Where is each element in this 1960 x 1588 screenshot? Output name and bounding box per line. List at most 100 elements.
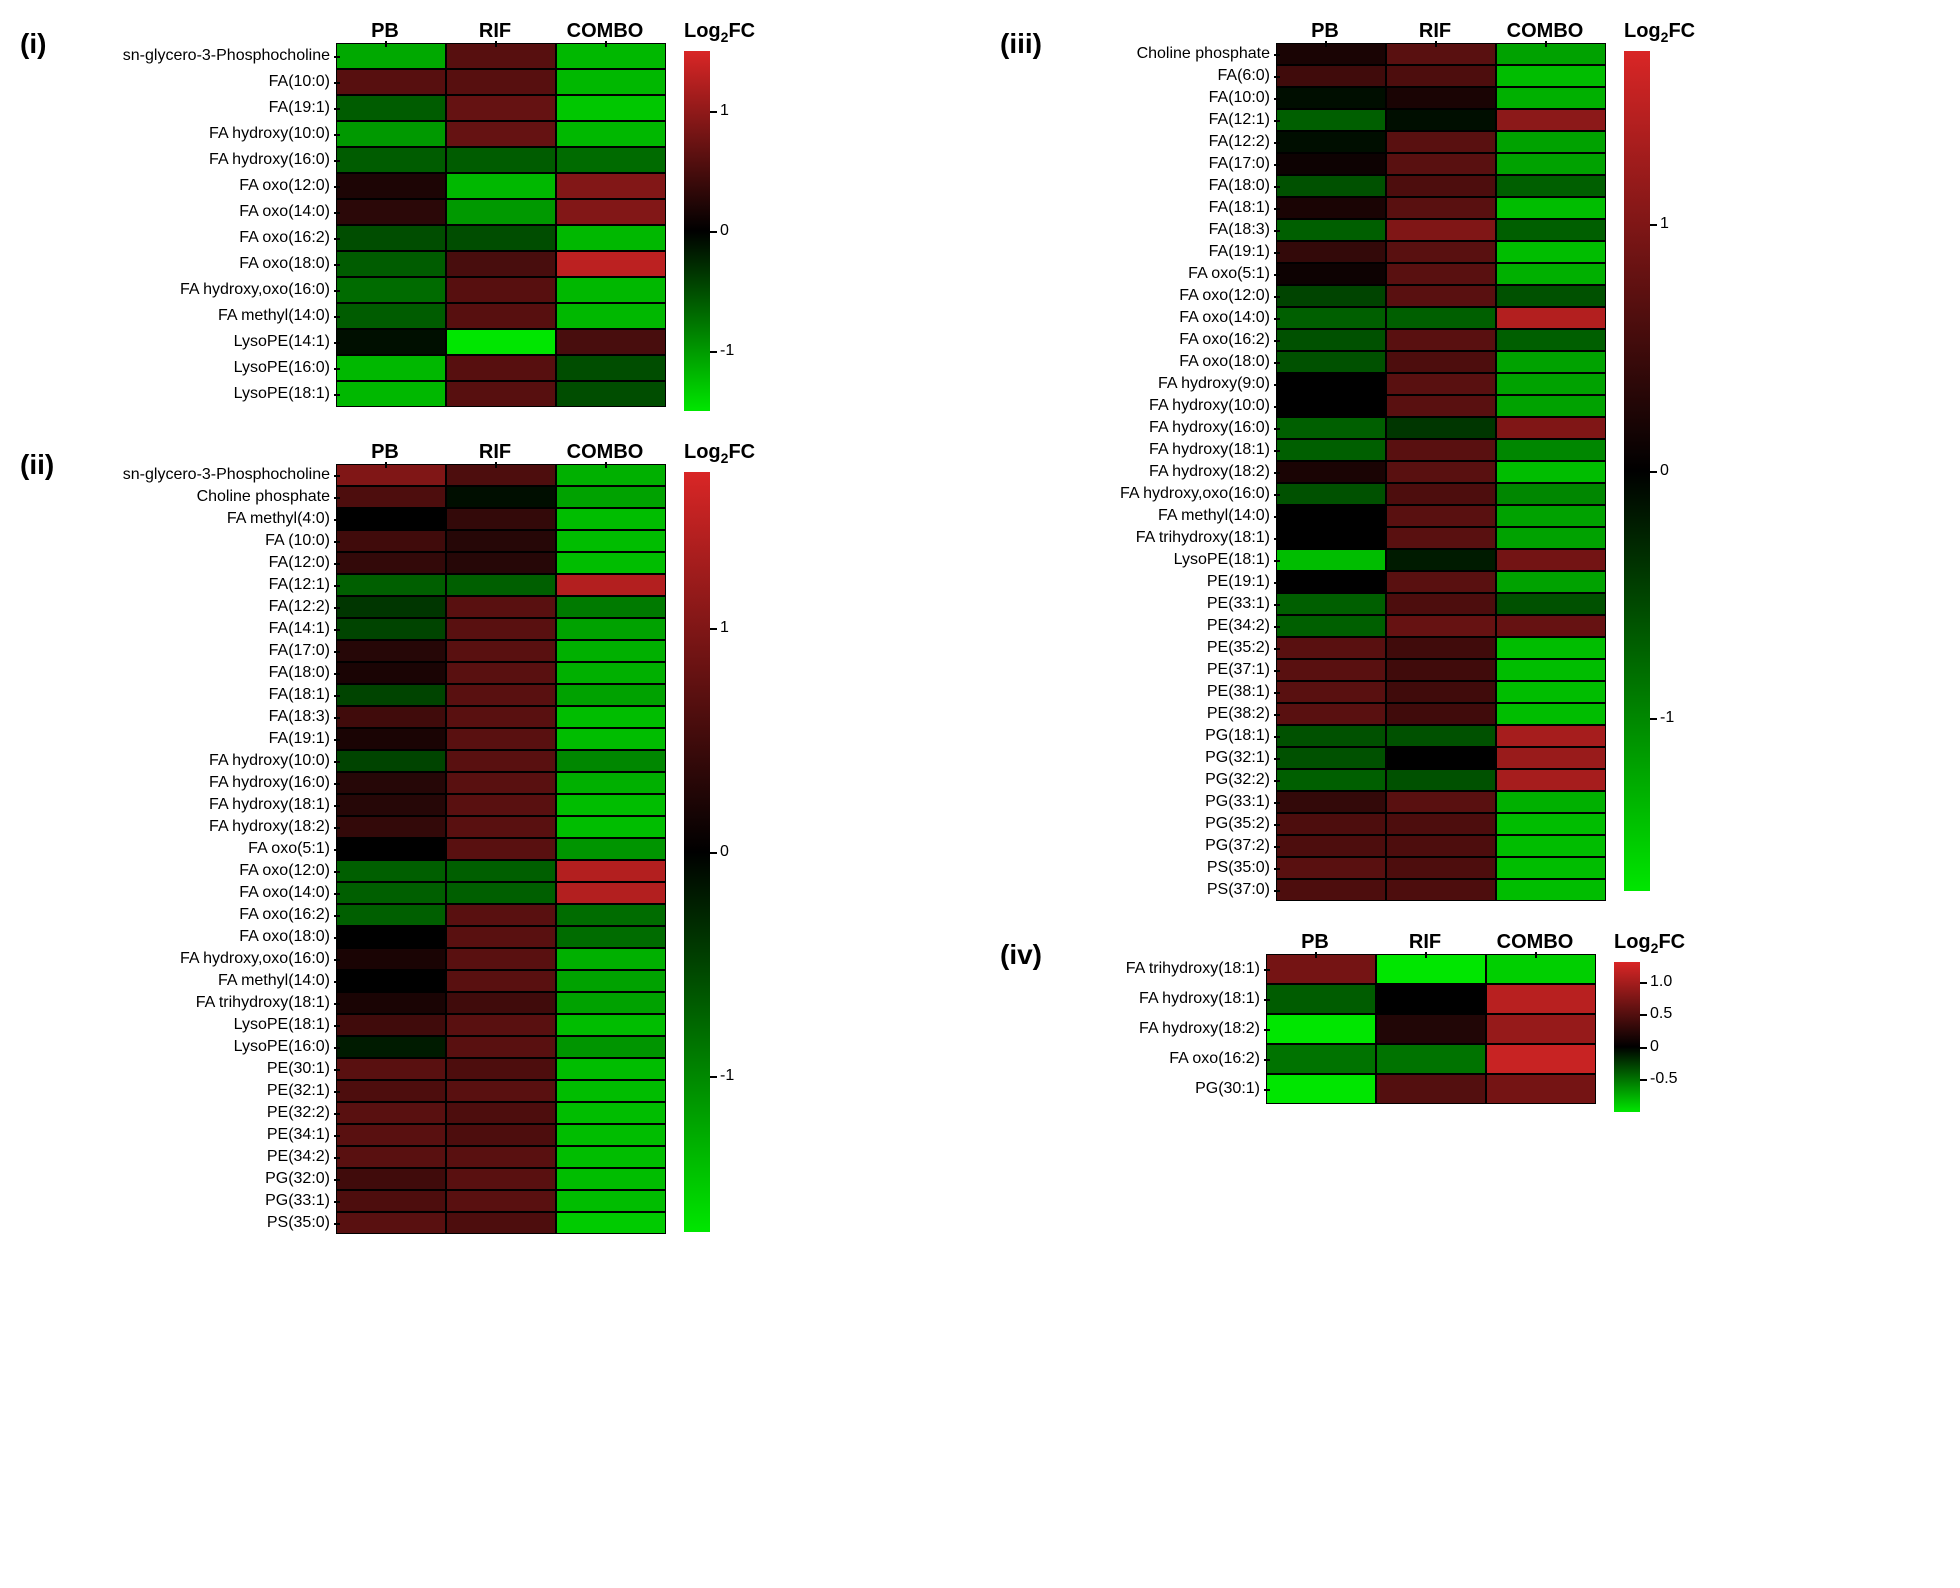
panel-i: (i)PBRIFCOMBOsn-glycero-3-Phosphocholine… (20, 20, 960, 411)
panel-label: (ii) (20, 441, 80, 481)
heatmap-row: FA hydroxy(18:2) (1060, 1014, 1596, 1044)
heatmap-cell (1276, 439, 1386, 461)
heatmap-row: FA oxo(5:1) (1060, 263, 1606, 285)
heatmap-row: FA(18:1) (80, 684, 666, 706)
heatmap-cell (1386, 175, 1496, 197)
heatmap-row: FA(18:0) (80, 662, 666, 684)
row-label: FA oxo(16:2) (80, 904, 336, 926)
heatmap-row: FA(18:3) (80, 706, 666, 728)
legend-colorbar (684, 472, 710, 1232)
row-label: FA hydroxy,oxo(16:0) (80, 948, 336, 970)
heatmap-cell (1386, 637, 1496, 659)
heatmap-cell (1386, 329, 1496, 351)
row-label: FA(17:0) (80, 640, 336, 662)
legend-tick: 0 (1640, 1038, 1659, 1056)
heatmap-cell (1276, 153, 1386, 175)
heatmap-cell (336, 121, 446, 147)
row-label: FA(18:3) (80, 706, 336, 728)
heatmap-cell (336, 948, 446, 970)
heatmap-row: FA oxo(16:2) (80, 225, 666, 251)
heatmap-cell (556, 882, 666, 904)
row-label: PE(35:2) (1060, 637, 1276, 659)
heatmap-cell (1386, 747, 1496, 769)
heatmap-row: FA(18:3) (1060, 219, 1606, 241)
heatmap-cell (1486, 1074, 1596, 1104)
heatmap-cell (446, 1080, 556, 1102)
heatmap-cell (556, 173, 666, 199)
column-header: RIF (1380, 20, 1490, 43)
heatmap-cell (446, 684, 556, 706)
heatmap-cell (1496, 769, 1606, 791)
heatmap-cell (446, 904, 556, 926)
row-label: Choline phosphate (1060, 43, 1276, 65)
heatmap-cell (556, 706, 666, 728)
left-column: (i)PBRIFCOMBOsn-glycero-3-Phosphocholine… (20, 20, 960, 1264)
row-label: PE(33:1) (1060, 593, 1276, 615)
heatmap-cell (446, 486, 556, 508)
heatmap-row: FA(6:0) (1060, 65, 1606, 87)
heatmap-cell (336, 147, 446, 173)
heatmap-row: FA(17:0) (1060, 153, 1606, 175)
heatmap-cell (556, 948, 666, 970)
heatmap-cell (1276, 87, 1386, 109)
legend-tick: 1 (1650, 215, 1669, 233)
heatmap-cell (1386, 87, 1496, 109)
heatmap-cell (1386, 593, 1496, 615)
heatmap-cell (1276, 263, 1386, 285)
heatmap-cell (446, 728, 556, 750)
heatmap-cell (336, 618, 446, 640)
heatmap: PBRIFCOMBOsn-glycero-3-PhosphocholineCho… (80, 441, 666, 1234)
heatmap-cell (556, 574, 666, 596)
heatmap-cell (446, 1168, 556, 1190)
heatmap-cell (1496, 857, 1606, 879)
heatmap-row: FA hydroxy(18:1) (1060, 984, 1596, 1014)
heatmap-cell (1276, 571, 1386, 593)
heatmap-row: FA(10:0) (80, 69, 666, 95)
heatmap-cell (336, 1190, 446, 1212)
heatmap-cell (1276, 461, 1386, 483)
heatmap-cell (1386, 373, 1496, 395)
heatmap-cell (336, 277, 446, 303)
heatmap-cell (556, 147, 666, 173)
row-label: FA oxo(12:0) (80, 860, 336, 882)
heatmap-cell (1276, 351, 1386, 373)
heatmap-row: PE(35:2) (1060, 637, 1606, 659)
heatmap-row: FA oxo(12:0) (80, 860, 666, 882)
heatmap-row: PS(35:0) (1060, 857, 1606, 879)
heatmap-cell (556, 1168, 666, 1190)
heatmap-row: FA trihydroxy(18:1) (80, 992, 666, 1014)
heatmap-row: FA oxo(14:0) (1060, 307, 1606, 329)
heatmap-cell (556, 772, 666, 794)
heatmap-cell (336, 355, 446, 381)
column-header: PB (330, 20, 440, 43)
heatmap-cell (1276, 527, 1386, 549)
heatmap-row: FA hydroxy(18:1) (80, 794, 666, 816)
heatmap-cell (336, 303, 446, 329)
heatmap-cell (1496, 549, 1606, 571)
heatmap-cell (1276, 681, 1386, 703)
heatmap-row: PE(38:2) (1060, 703, 1606, 725)
column-header-row: PBRIFCOMBO (1060, 20, 1606, 43)
heatmap-cell (336, 772, 446, 794)
heatmap-cell (446, 1102, 556, 1124)
heatmap-cell (556, 225, 666, 251)
row-label: sn-glycero-3-Phosphocholine (80, 43, 336, 69)
column-header: COMBO (550, 20, 660, 43)
heatmap-cell (1496, 219, 1606, 241)
heatmap-row: PG(32:0) (80, 1168, 666, 1190)
row-label: FA oxo(18:0) (80, 926, 336, 948)
heatmap-cell (336, 728, 446, 750)
heatmap-cell (1276, 747, 1386, 769)
heatmap-cell (446, 1212, 556, 1234)
heatmap-cell (556, 1190, 666, 1212)
column-header-row: PBRIFCOMBO (1060, 931, 1596, 954)
legend-ticks: 10-1 (710, 51, 760, 411)
row-label: PE(34:2) (1060, 615, 1276, 637)
heatmap-cell (1276, 879, 1386, 901)
heatmap-cell (556, 530, 666, 552)
heatmap-row: LysoPE(16:0) (80, 355, 666, 381)
heatmap-row: FA oxo(5:1) (80, 838, 666, 860)
heatmap-cell (1496, 87, 1606, 109)
heatmap-cell (556, 355, 666, 381)
heatmap-cell (1496, 593, 1606, 615)
